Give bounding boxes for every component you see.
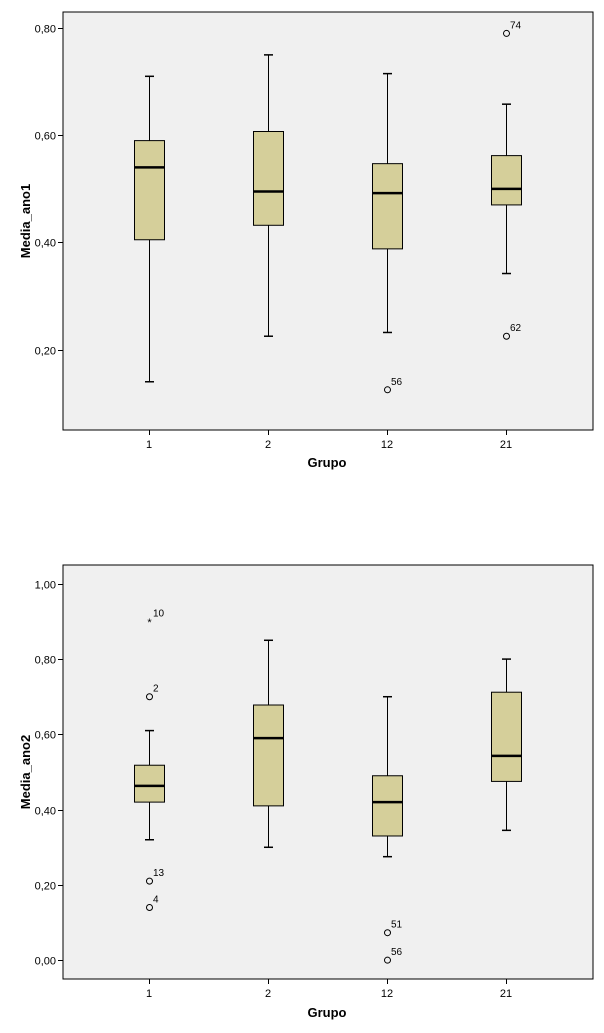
x-tick-label: 21 xyxy=(500,439,512,451)
y-axis-title: Media_ano2 xyxy=(18,735,33,809)
y-tick-label: 0,80 xyxy=(35,24,56,36)
outlier-label: 13 xyxy=(153,868,165,879)
y-tick-label: 0,00 xyxy=(35,956,56,968)
box-group-12: 51 56 xyxy=(372,695,403,964)
box-group-1 xyxy=(134,75,165,383)
outlier-point xyxy=(146,693,153,701)
y-tick-label: 1,00 xyxy=(35,580,56,592)
box-iqr xyxy=(253,131,284,226)
box-group-12: 56 xyxy=(372,72,403,394)
outlier-label: 51 xyxy=(391,920,403,931)
x-tick-label: 12 xyxy=(381,988,393,1000)
chart-panel-2: 0,000,200,400,600,801,001 2 12 21GrupoMedia… xyxy=(18,564,594,1020)
box-iqr xyxy=(253,704,284,807)
outlier-point xyxy=(503,332,510,340)
y-tick-label: 0,80 xyxy=(35,655,56,667)
outlier-label: 74 xyxy=(510,20,522,31)
outlier-label: 62 xyxy=(510,323,522,334)
outlier-point xyxy=(384,929,391,937)
x-axis-title: Grupo xyxy=(308,455,347,470)
box-iqr xyxy=(372,775,403,837)
outlier-label: 10 xyxy=(153,608,165,619)
y-tick-label: 0,40 xyxy=(35,806,56,818)
x-tick-label: 2 xyxy=(265,439,271,451)
box-iqr xyxy=(491,691,522,782)
y-tick-label: 0,20 xyxy=(35,881,56,893)
x-tick-label: 1 xyxy=(146,988,152,1000)
box-group-1: *10 2 13 4 xyxy=(134,608,165,911)
outlier-label: 2 xyxy=(153,684,159,695)
y-axis-title: Media_ano1 xyxy=(18,184,33,258)
outlier-point xyxy=(384,956,391,964)
y-tick-label: 0,60 xyxy=(35,730,56,742)
box-group-21: 74 62 xyxy=(491,20,522,340)
y-tick-label: 0,20 xyxy=(35,346,56,358)
y-tick-label: 0,60 xyxy=(35,131,56,143)
outlier-star: * xyxy=(147,617,152,629)
y-tick-label: 0,40 xyxy=(35,238,56,250)
box-group-2 xyxy=(253,54,284,337)
x-tick-label: 12 xyxy=(381,439,393,451)
box-iqr xyxy=(491,155,522,206)
box-iqr xyxy=(134,140,165,241)
outlier-point xyxy=(146,877,153,885)
outlier-label: 56 xyxy=(391,377,403,388)
x-tick-label: 2 xyxy=(265,988,271,1000)
x-tick-label: 1 xyxy=(146,439,152,451)
outlier-point xyxy=(384,386,391,394)
chart-panel-1: 0,200,400,600,801 2 12 21GrupoMedia_ano1567… xyxy=(18,11,594,470)
box-group-2 xyxy=(253,639,284,849)
outlier-label: 4 xyxy=(153,894,159,905)
x-axis-title: Grupo xyxy=(308,1005,347,1020)
box-iqr xyxy=(372,163,403,250)
outlier-label: 56 xyxy=(391,947,403,958)
x-tick-label: 21 xyxy=(500,988,512,1000)
box-iqr xyxy=(134,764,165,803)
outlier-point xyxy=(146,903,153,911)
box-group-21 xyxy=(491,658,522,832)
outlier-point xyxy=(503,29,510,37)
